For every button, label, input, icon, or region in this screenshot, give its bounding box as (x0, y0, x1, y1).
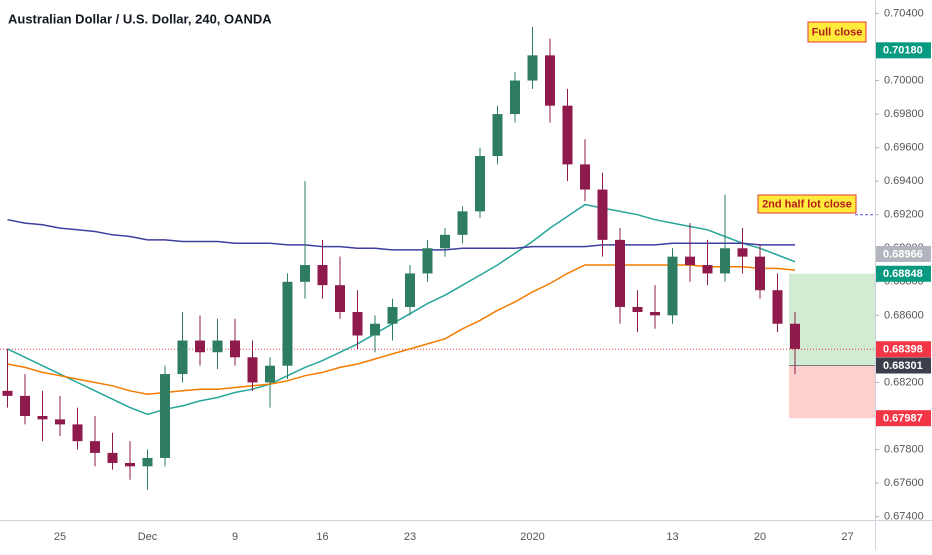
annotation: Full close (812, 26, 863, 38)
candle-body (720, 248, 730, 274)
price-label-box (876, 357, 931, 374)
candle-body (20, 395, 30, 416)
price-label: 0.70180 (883, 45, 923, 57)
candle-body (335, 285, 345, 312)
candle-body (2, 390, 13, 396)
moving-average (7, 203, 796, 416)
price-label-box (876, 245, 931, 262)
candle-body (457, 211, 468, 235)
y-tick-label: 0.68200 (884, 376, 924, 388)
moving-average (7, 264, 796, 395)
y-tick-label: 0.70000 (884, 74, 924, 86)
candle-body (615, 239, 625, 307)
candle-body (527, 55, 538, 81)
candle-body (125, 462, 135, 467)
axes: 0.674000.676000.678000.680000.682000.684… (54, 7, 931, 543)
y-tick-label: 0.70400 (884, 7, 924, 19)
moving-average (7, 218, 795, 251)
price-label: 0.68966 (883, 248, 923, 260)
y-tick-label: 0.67600 (884, 477, 924, 489)
candle-body (597, 189, 608, 240)
candle-body (475, 156, 485, 212)
candle-body (265, 365, 275, 383)
annotation-box (807, 21, 867, 43)
candle-body (440, 234, 450, 249)
x-tick-label: 25 (54, 531, 66, 543)
candle-body (667, 256, 678, 316)
y-tick-label: 0.69400 (884, 175, 924, 187)
candle-body (790, 323, 800, 349)
x-tick-label: 23 (404, 531, 416, 543)
price-label-box (876, 341, 931, 358)
x-tick-label: 13 (666, 531, 678, 543)
candle-body (230, 340, 240, 358)
loss-zone (789, 365, 875, 419)
x-tick-label: 16 (316, 531, 328, 543)
candle-body (55, 419, 65, 425)
candle-body (562, 105, 573, 165)
chart-title: Australian Dollar / U.S. Dollar, 240, OA… (8, 11, 272, 26)
annotation-box (757, 194, 857, 214)
candle-body (300, 265, 310, 282)
candle-body (142, 457, 153, 467)
candle-body (195, 340, 205, 353)
candle-body (422, 248, 433, 274)
candle-body (510, 80, 520, 115)
candle-body (772, 290, 783, 324)
candle-body (632, 306, 643, 312)
candle-body (580, 164, 590, 190)
y-tick-label: 0.69800 (884, 108, 924, 120)
x-tick-label: 9 (232, 531, 238, 543)
price-label: 0.68848 (883, 268, 923, 280)
candle-body (37, 416, 48, 420)
price-label: 0.67987 (883, 413, 923, 425)
plot-area (0, 26, 875, 490)
price-label-box (876, 410, 931, 427)
candle-body (177, 340, 188, 375)
candle-body (755, 256, 765, 291)
y-tick-label: 0.69600 (884, 142, 924, 154)
candle-body (492, 114, 503, 156)
profit-zone (789, 273, 875, 366)
y-tick-label: 0.68600 (884, 309, 924, 321)
price-label-box (876, 42, 931, 59)
x-tick-label: 27 (841, 531, 853, 543)
candle-body (545, 55, 555, 106)
candle-body (702, 265, 713, 274)
candle-body (282, 281, 293, 366)
y-tick-label: 0.69200 (884, 209, 924, 221)
price-label-box (876, 265, 931, 282)
x-tick-label: Dec (138, 531, 158, 543)
x-tick-label: 2020 (520, 531, 544, 543)
candle-body (107, 452, 118, 463)
annotation: 2nd half lot close (762, 198, 852, 210)
candle-body (317, 265, 328, 286)
candle-body (387, 306, 398, 324)
price-label: 0.68301 (883, 360, 923, 372)
candle-body (737, 248, 748, 257)
candle-body (247, 357, 258, 383)
price-label: 0.68398 (883, 344, 923, 356)
candle-body (405, 273, 415, 307)
candle-body (650, 312, 660, 316)
y-tick-label: 0.67400 (884, 511, 924, 523)
x-tick-label: 20 (754, 531, 766, 543)
y-tick-label: 0.67800 (884, 443, 924, 455)
candle-body (685, 256, 695, 266)
candle-body (212, 340, 223, 353)
candle-body (160, 374, 170, 458)
candle-body (72, 424, 83, 442)
candle-body (352, 312, 363, 336)
candle-body (370, 323, 380, 336)
candle-body (90, 441, 100, 453)
